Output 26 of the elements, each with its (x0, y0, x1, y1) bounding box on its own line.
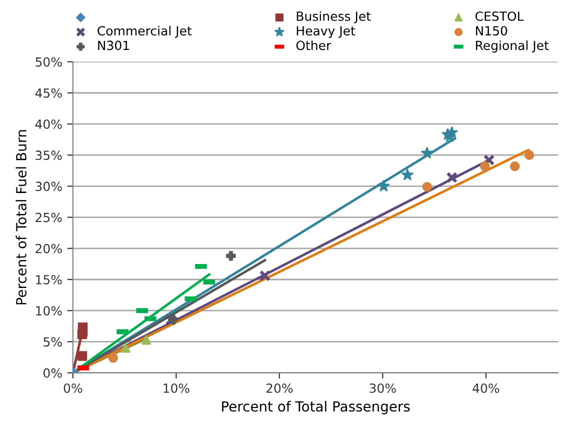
legend-label: Commercial Jet (98, 26, 192, 38)
legend-label: Regional Jet (476, 40, 549, 53)
y-tick-label: 10% (36, 306, 62, 316)
legend-label: Business Jet (296, 11, 371, 24)
x-tick-label: 0% (64, 383, 82, 393)
legend-label: Heavy Jet (296, 26, 356, 38)
y-tick-label: 0% (44, 368, 62, 378)
y-tick-label: 25% (36, 212, 62, 222)
y-tick-label: 20% (36, 244, 62, 254)
x-tick-label: 40% (472, 383, 500, 393)
y-tick-label: 15% (36, 274, 62, 284)
x-tick-label: 10% (164, 383, 190, 393)
x-axis-title: Percent of Total Passengers (222, 400, 410, 414)
y-tick-label: 40% (35, 119, 62, 129)
x-tick-label: 30% (370, 383, 396, 393)
y-axis-title: Percent of Total Fuel Burn (16, 130, 26, 304)
legend-label: N301 (98, 40, 129, 50)
y-tick-label: 45% (35, 88, 62, 98)
x-tick-label: 20% (266, 383, 293, 393)
y-tick-label: 5% (44, 337, 62, 347)
y-tick-label: 30% (36, 182, 62, 192)
y-tick-label: 50% (36, 57, 62, 67)
legend-label: N150 (476, 26, 508, 36)
legend-label: CESTOL (475, 11, 524, 21)
legend-label: Other (296, 40, 332, 50)
y-tick-label: 35% (36, 150, 62, 160)
